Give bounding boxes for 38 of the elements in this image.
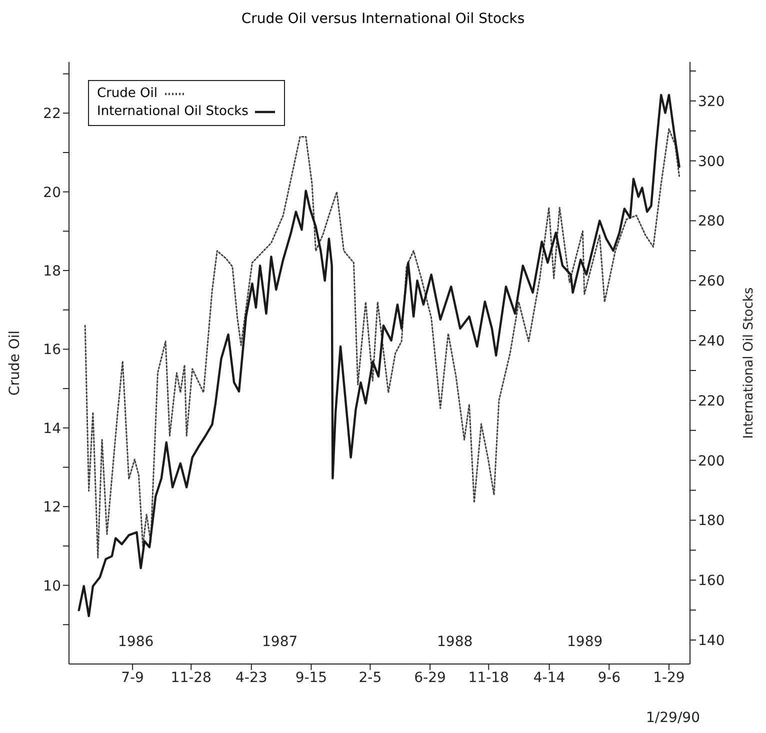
y2-tick-label: 160 bbox=[698, 573, 725, 590]
y-axis-title: Crude Oil bbox=[6, 330, 23, 396]
x-tick-label: 2-5 bbox=[358, 670, 382, 686]
y2-axis-title: International Oil Stocks bbox=[742, 287, 757, 439]
x-tick-label: 11-28 bbox=[170, 670, 212, 686]
y-tick-label: 20 bbox=[43, 184, 61, 201]
x-tick-label: 9-6 bbox=[598, 670, 621, 686]
y2-tick-label: 180 bbox=[698, 513, 725, 530]
y-tick-label: 12 bbox=[43, 500, 61, 516]
annotation: 1988 bbox=[437, 634, 473, 650]
y2-tick-label: 280 bbox=[698, 214, 725, 230]
x-tick-label: 4-14 bbox=[533, 670, 566, 686]
y2-tick-label: 260 bbox=[698, 274, 725, 290]
y2-tick-label: 240 bbox=[698, 334, 725, 350]
legend-label: Crude Oil bbox=[97, 85, 158, 103]
annotation: 1987 bbox=[262, 634, 298, 650]
y-tick-label: 14 bbox=[43, 420, 62, 437]
y-tick-label: 16 bbox=[43, 342, 62, 358]
x-tick-label: 4-23 bbox=[235, 670, 268, 686]
y-tick-label: 18 bbox=[43, 264, 61, 280]
x-tick-label: 7-9 bbox=[121, 670, 144, 686]
x-tick-label: 9-15 bbox=[295, 670, 328, 686]
x-tick-label: 1-29 bbox=[653, 670, 685, 686]
legend-label: International Oil Stocks bbox=[97, 103, 248, 121]
y2-tick-label: 300 bbox=[698, 154, 725, 170]
y2-tick-label: 140 bbox=[698, 633, 725, 650]
line-series bbox=[84, 128, 680, 559]
y2-tick-label: 220 bbox=[698, 393, 725, 410]
x-tick-label: 11-18 bbox=[468, 670, 509, 686]
annotation: 1989 bbox=[567, 634, 603, 650]
y-tick-label: 22 bbox=[43, 106, 61, 122]
text: 1/29/90 bbox=[646, 710, 700, 726]
y2-tick-label: 200 bbox=[698, 453, 725, 470]
y-tick-label: 10 bbox=[43, 578, 61, 594]
chart-title: Crude Oil versus International Oil Stocks bbox=[240, 10, 526, 29]
y2-tick-label: 320 bbox=[698, 94, 725, 110]
x-tick-label: 6-29 bbox=[414, 670, 446, 686]
annotation: 1986 bbox=[118, 634, 154, 650]
